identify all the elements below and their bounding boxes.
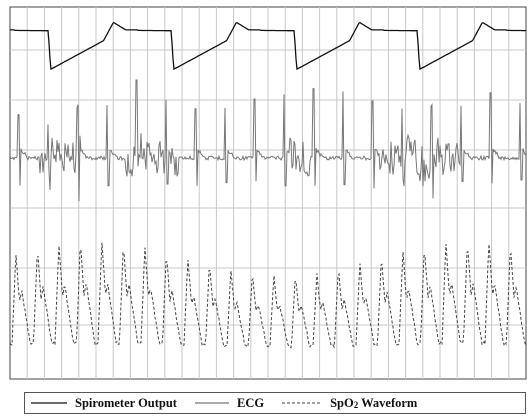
waveform-plot [9, 6, 527, 380]
legend: Spirometer Output ECG SpO2 Waveform [24, 392, 526, 414]
spo2-waveform-line [9, 242, 527, 349]
legend-swatch-ecg [194, 402, 229, 404]
legend-label-ecg: ECG [236, 395, 265, 410]
ecg-line [9, 79, 527, 202]
legend-label-spirometer: Spirometer Output [75, 395, 177, 410]
spirometer-output-line [10, 21, 526, 71]
legend-label-spo2: SpO2 Waveform [330, 395, 418, 410]
grid-lines [10, 7, 526, 379]
legend-swatch-spirometer [31, 402, 67, 404]
legend-item-ecg: ECG [194, 395, 265, 411]
legend-swatch-spo2 [282, 402, 321, 404]
legend-item-spirometer: Spirometer Output [31, 396, 177, 411]
legend-item-spo2: SpO2 Waveform [282, 396, 417, 411]
